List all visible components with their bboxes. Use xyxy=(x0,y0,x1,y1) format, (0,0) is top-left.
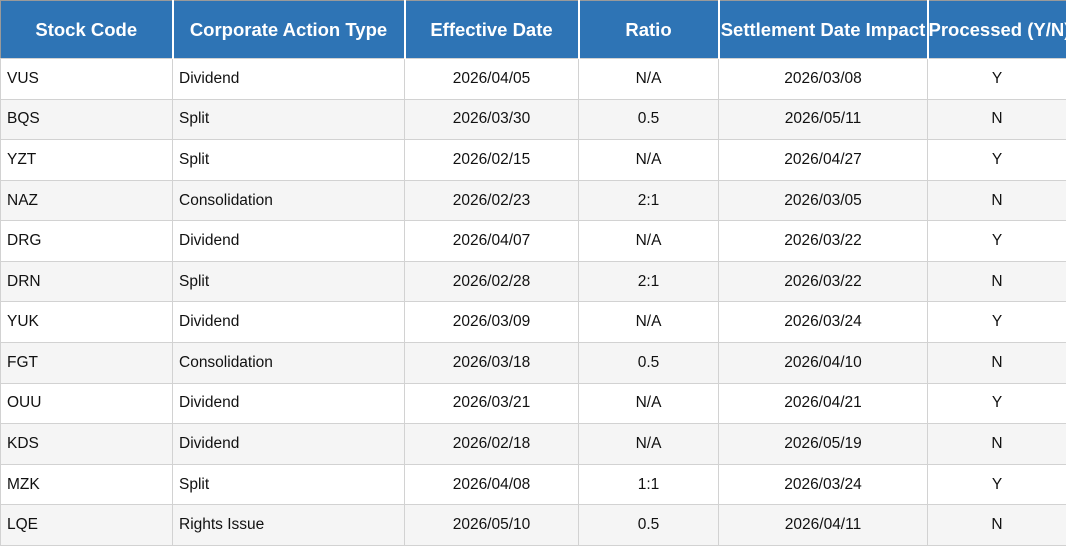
table-row: NAZ Consolidation 2026/02/23 2:1 2026/03… xyxy=(0,179,1066,222)
cell-settlement-date-impact: 2026/03/24 xyxy=(718,301,928,344)
cell-settlement-date-impact: 2026/03/08 xyxy=(718,58,928,100)
cell-effective-date: 2026/02/15 xyxy=(404,139,579,181)
cell-processed: N xyxy=(927,98,1066,141)
cell-ratio: 0.5 xyxy=(578,342,719,384)
cell-settlement-date-impact: 2026/03/24 xyxy=(718,463,928,506)
col-header-settlement-date-impact-label: Settlement Date Impact xyxy=(720,18,926,40)
cell-corporate-action-type: Split xyxy=(172,139,405,181)
cell-stock-code: DRN xyxy=(0,260,173,303)
cell-effective-date: 2026/03/21 xyxy=(404,382,579,425)
col-header-effective-date-label: Effective Date xyxy=(430,18,553,40)
cell-settlement-date-impact: 2026/03/22 xyxy=(718,220,928,262)
cell-effective-date: 2026/04/07 xyxy=(404,220,579,262)
cell-effective-date: 2026/03/09 xyxy=(404,301,579,344)
cell-effective-date: 2026/02/28 xyxy=(404,260,579,303)
cell-processed: Y xyxy=(927,382,1066,425)
table-row: LQE Rights Issue 2026/05/10 0.5 2026/04/… xyxy=(0,504,1066,546)
cell-settlement-date-impact: 2026/04/27 xyxy=(718,139,928,181)
cell-effective-date: 2026/04/08 xyxy=(404,463,579,506)
cell-stock-code: VUS xyxy=(0,58,173,100)
cell-corporate-action-type: Dividend xyxy=(172,301,405,344)
cell-stock-code: KDS xyxy=(0,423,173,465)
col-header-corporate-action-type-label: Corporate Action Type xyxy=(189,18,388,40)
table-row: FGT Consolidation 2026/03/18 0.5 2026/04… xyxy=(0,342,1066,384)
cell-corporate-action-type: Split xyxy=(172,463,405,506)
cell-processed: N xyxy=(927,423,1066,465)
col-header-settlement-date-impact: Settlement Date Impact xyxy=(717,0,928,59)
cell-stock-code: YUK xyxy=(0,301,173,344)
cell-settlement-date-impact: 2026/05/11 xyxy=(718,98,928,141)
table-row: KDS Dividend 2026/02/18 N/A 2026/05/19 N xyxy=(0,423,1066,465)
col-header-ratio-label: Ratio xyxy=(625,18,672,40)
col-header-effective-date: Effective Date xyxy=(403,0,579,59)
cell-processed: Y xyxy=(927,301,1066,344)
cell-ratio: N/A xyxy=(578,423,719,465)
col-header-ratio: Ratio xyxy=(577,0,719,59)
cell-processed: Y xyxy=(927,58,1066,100)
cell-corporate-action-type: Rights Issue xyxy=(172,504,405,546)
cell-ratio: 2:1 xyxy=(578,260,719,303)
table-row: DRN Split 2026/02/28 2:1 2026/03/22 N xyxy=(0,260,1066,303)
table-row: YZT Split 2026/02/15 N/A 2026/04/27 Y xyxy=(0,139,1066,181)
cell-settlement-date-impact: 2026/04/21 xyxy=(718,382,928,425)
cell-settlement-date-impact: 2026/03/22 xyxy=(718,260,928,303)
cell-corporate-action-type: Dividend xyxy=(172,382,405,425)
col-header-stock-code-label: Stock Code xyxy=(35,18,138,40)
cell-ratio: 0.5 xyxy=(578,98,719,141)
cell-processed: N xyxy=(927,179,1066,222)
cell-ratio: 2:1 xyxy=(578,179,719,222)
col-header-stock-code: Stock Code xyxy=(0,0,173,59)
cell-stock-code: DRG xyxy=(0,220,173,262)
cell-processed: Y xyxy=(927,463,1066,506)
cell-ratio: 1:1 xyxy=(578,463,719,506)
cell-processed: N xyxy=(927,504,1066,546)
header-row: Stock Code Corporate Action Type Effecti… xyxy=(0,0,1066,59)
cell-stock-code: OUU xyxy=(0,382,173,425)
cell-corporate-action-type: Dividend xyxy=(172,58,405,100)
cell-corporate-action-type: Consolidation xyxy=(172,179,405,222)
col-header-processed: Processed (Y/N) xyxy=(926,0,1066,59)
cell-effective-date: 2026/02/18 xyxy=(404,423,579,465)
cell-effective-date: 2026/02/23 xyxy=(404,179,579,222)
table-row: BQS Split 2026/03/30 0.5 2026/05/11 N xyxy=(0,98,1066,141)
table-row: VUS Dividend 2026/04/05 N/A 2026/03/08 Y xyxy=(0,58,1066,100)
cell-settlement-date-impact: 2026/04/11 xyxy=(718,504,928,546)
cell-stock-code: BQS xyxy=(0,98,173,141)
table-row: YUK Dividend 2026/03/09 N/A 2026/03/24 Y xyxy=(0,301,1066,344)
cell-ratio: N/A xyxy=(578,139,719,181)
cell-settlement-date-impact: 2026/04/10 xyxy=(718,342,928,384)
cell-settlement-date-impact: 2026/05/19 xyxy=(718,423,928,465)
cell-corporate-action-type: Dividend xyxy=(172,423,405,465)
cell-effective-date: 2026/05/10 xyxy=(404,504,579,546)
cell-corporate-action-type: Split xyxy=(172,98,405,141)
cell-ratio: N/A xyxy=(578,301,719,344)
cell-processed: N xyxy=(927,260,1066,303)
cell-corporate-action-type: Dividend xyxy=(172,220,405,262)
cell-effective-date: 2026/03/30 xyxy=(404,98,579,141)
cell-corporate-action-type: Split xyxy=(172,260,405,303)
col-header-processed-label: Processed (Y/N) xyxy=(928,18,1066,40)
cell-ratio: 0.5 xyxy=(578,504,719,546)
cell-ratio: N/A xyxy=(578,382,719,425)
cell-settlement-date-impact: 2026/03/05 xyxy=(718,179,928,222)
cell-corporate-action-type: Consolidation xyxy=(172,342,405,384)
table-row: DRG Dividend 2026/04/07 N/A 2026/03/22 Y xyxy=(0,220,1066,262)
cell-effective-date: 2026/04/05 xyxy=(404,58,579,100)
table-body: VUS Dividend 2026/04/05 N/A 2026/03/08 Y… xyxy=(0,58,1066,546)
cell-ratio: N/A xyxy=(578,58,719,100)
table-row: MZK Split 2026/04/08 1:1 2026/03/24 Y xyxy=(0,463,1066,506)
table-row: OUU Dividend 2026/03/21 N/A 2026/04/21 Y xyxy=(0,382,1066,425)
cell-processed: Y xyxy=(927,220,1066,262)
cell-stock-code: MZK xyxy=(0,463,173,506)
cell-stock-code: LQE xyxy=(0,504,173,546)
cell-effective-date: 2026/03/18 xyxy=(404,342,579,384)
cell-ratio: N/A xyxy=(578,220,719,262)
col-header-corporate-action-type: Corporate Action Type xyxy=(171,0,405,59)
cell-stock-code: NAZ xyxy=(0,179,173,222)
cell-stock-code: FGT xyxy=(0,342,173,384)
cell-processed: N xyxy=(927,342,1066,384)
cell-processed: Y xyxy=(927,139,1066,181)
cell-stock-code: YZT xyxy=(0,139,173,181)
